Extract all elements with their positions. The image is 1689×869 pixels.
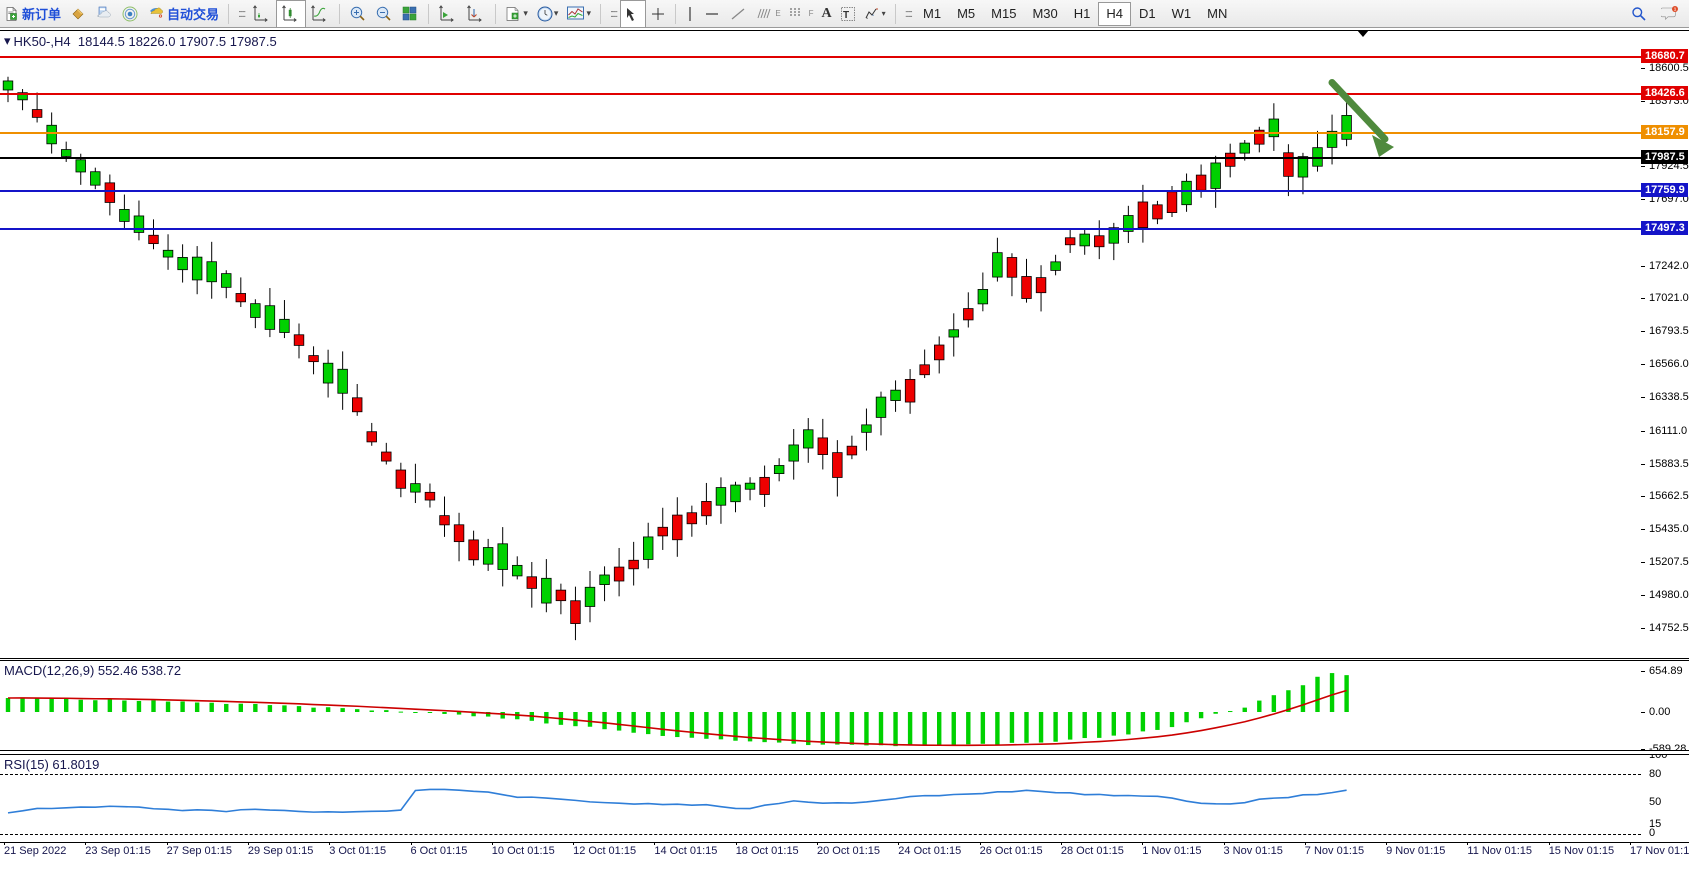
svg-text:T: T (843, 10, 849, 21)
